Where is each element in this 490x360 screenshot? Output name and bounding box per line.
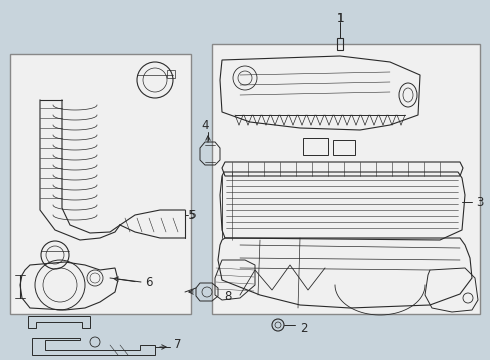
Text: -5: -5: [184, 208, 196, 221]
Text: 7: 7: [174, 338, 181, 351]
Text: 3: 3: [476, 195, 483, 208]
Text: 8: 8: [224, 289, 231, 302]
Text: 1: 1: [336, 12, 344, 24]
Text: 6: 6: [145, 275, 152, 288]
Polygon shape: [212, 44, 480, 314]
Text: 5: 5: [189, 210, 196, 220]
Text: 4: 4: [201, 118, 209, 131]
Polygon shape: [10, 54, 191, 314]
Text: 2: 2: [300, 321, 308, 334]
Text: 1: 1: [336, 12, 344, 24]
